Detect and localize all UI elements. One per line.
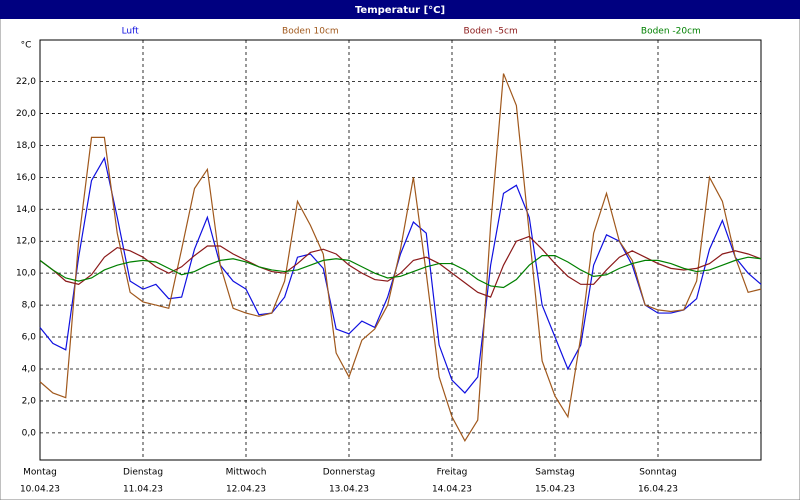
x-tick-label: Donnerstag [323, 468, 376, 478]
y-tick-label: 12,0 [16, 237, 36, 247]
y-tick-label: 8,0 [22, 301, 37, 311]
plot-frame [39, 39, 762, 461]
x-tick-label: Mittwoch [226, 468, 267, 478]
x-tick-date: 16.04.23 [638, 485, 678, 495]
x-tick-label: Montag [23, 468, 57, 478]
legend-entry: Luft [122, 27, 140, 37]
x-tick-label: Freitag [437, 468, 468, 478]
x-tick-date: 11.04.23 [123, 485, 163, 495]
y-tick-label: 2,0 [22, 396, 37, 406]
series-line [39, 73, 762, 443]
series-line [39, 254, 762, 289]
x-tick-date: 12.04.23 [226, 485, 266, 495]
legend-entry: Boden 10cm [282, 27, 339, 37]
series-line [39, 235, 762, 298]
legend-entry: Boden -20cm [641, 27, 701, 37]
y-unit: °C [21, 41, 32, 51]
x-tick-date: 10.04.23 [20, 485, 60, 495]
y-tick-label: 4,0 [22, 364, 37, 374]
x-tick-date: 15.04.23 [535, 485, 575, 495]
y-tick-label: 0,0 [22, 428, 37, 438]
chart-title: Temperatur [°C] [355, 5, 445, 16]
y-tick-label: 20,0 [16, 109, 36, 119]
legend-entry: Boden -5cm [464, 27, 518, 37]
y-tick-label: 22,0 [16, 77, 36, 87]
y-tick-label: 10,0 [16, 269, 36, 279]
y-tick-label: 18,0 [16, 141, 36, 151]
x-tick-date: 14.04.23 [432, 485, 472, 495]
x-tick-label: Dienstag [123, 468, 163, 478]
x-tick-label: Samstag [535, 468, 574, 478]
y-tick-label: 6,0 [22, 333, 37, 343]
y-tick-label: 16,0 [16, 173, 36, 183]
x-tick-label: Sonntag [639, 468, 676, 478]
y-tick-label: 14,0 [16, 205, 36, 215]
title-bar [0, 0, 800, 19]
x-tick-date: 13.04.23 [329, 485, 369, 495]
